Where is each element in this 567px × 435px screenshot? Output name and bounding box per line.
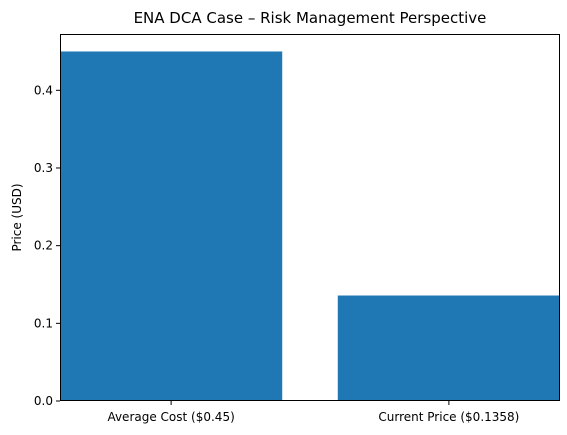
bar-1	[337, 295, 560, 401]
bar-0	[60, 51, 283, 401]
y-tick-label: 0.3	[34, 161, 53, 175]
plot-frame	[60, 34, 560, 401]
bars-group	[60, 51, 560, 401]
y-tick-label: 0.1	[34, 316, 53, 330]
y-tick-label: 0.4	[34, 83, 53, 97]
y-axis-ticks: 0.0 0.1 0.2 0.3 0.4	[34, 83, 60, 408]
x-axis-ticks: Average Cost ($0.45) Current Price ($0.13…	[107, 401, 519, 424]
y-tick-label: 0.2	[34, 239, 53, 253]
y-axis-label: Price (USD)	[10, 183, 24, 251]
x-tick-label: Average Cost ($0.45)	[107, 410, 234, 424]
x-tick-label: Current Price ($0.1358)	[378, 410, 519, 424]
chart-title: ENA DCA Case – Risk Management Perspecti…	[134, 9, 487, 27]
y-tick-label: 0.0	[34, 394, 53, 408]
